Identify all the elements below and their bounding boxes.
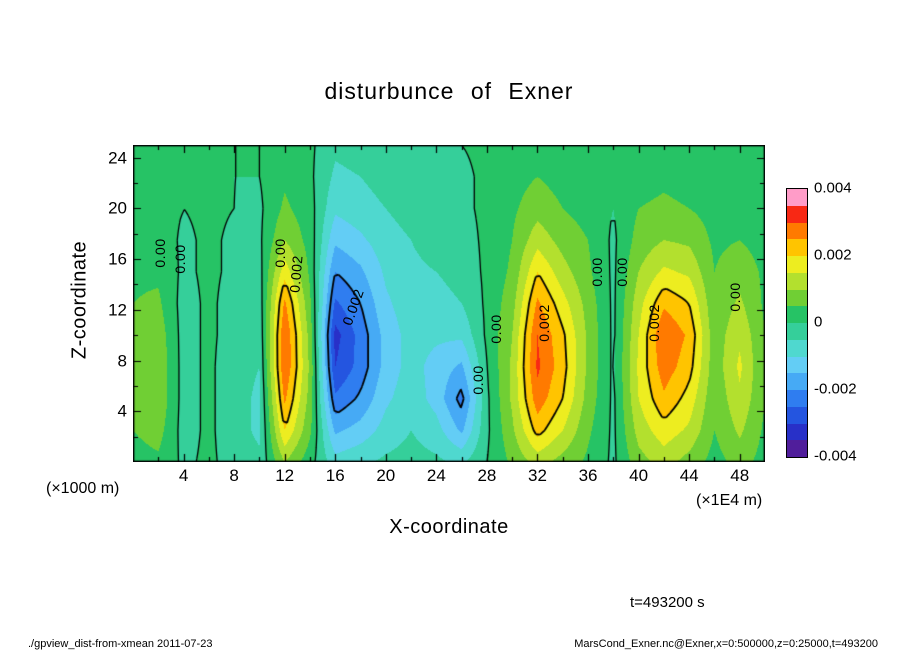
colorbar-cell <box>787 256 807 273</box>
colorbar-cell <box>787 289 807 307</box>
colorbar-cell <box>787 222 807 240</box>
footer-command-line: ./gpview_dist-from-xmean 2011-07-23 <box>28 638 213 650</box>
colorbar-label: -0.004 <box>814 447 857 465</box>
colorbar-cell <box>787 390 807 407</box>
x-tick-label: 12 <box>275 466 295 485</box>
x-tick-label: 24 <box>426 466 446 485</box>
x-tick-label: 40 <box>629 466 649 485</box>
x-tick-label: 16 <box>325 466 345 485</box>
colorbar-cell <box>787 239 807 256</box>
colorbar-cell <box>787 373 807 390</box>
colorbar-label: 0.002 <box>814 246 852 264</box>
x-tick-label: 32 <box>528 466 547 485</box>
plot-title: disturbunce of Exner <box>324 78 574 104</box>
colorbar-labels: 0.004 0.002 0 -0.002 -0.004 <box>814 180 884 465</box>
x-axis-title: X-coordinate <box>389 516 509 538</box>
contour-plot-canvas <box>133 145 765 462</box>
footer-data-source: MarsCond_Exner.nc@Exner,x=0:500000,z=0:2… <box>574 638 878 650</box>
y-tick-label: 8 <box>117 351 127 371</box>
x-tick-label: 4 <box>178 466 189 485</box>
y-tick-label: 16 <box>108 249 127 269</box>
y-axis-unit-label: (×1000 m) <box>46 480 120 497</box>
colorbar-cell <box>787 339 807 357</box>
y-tick-label: 24 <box>108 148 127 168</box>
colorbar-cell <box>787 356 807 374</box>
x-tick-label: 44 <box>679 466 699 485</box>
colorbar-label: 0 <box>814 313 823 331</box>
x-tick-label: 36 <box>578 466 598 485</box>
x-tick-label: 20 <box>376 466 396 485</box>
x-tick-label: 28 <box>477 466 497 485</box>
colorbar-cell <box>787 406 807 424</box>
x-axis-tick-labels: 4 8 12 16 20 24 28 32 36 40 44 48 <box>133 466 765 489</box>
colorbar <box>786 188 808 458</box>
colorbar-cell <box>787 306 807 323</box>
colorbar-cell <box>787 423 807 441</box>
colorbar-cell <box>787 323 807 340</box>
y-tick-label: 4 <box>117 401 127 421</box>
y-tick-label: 12 <box>108 300 127 320</box>
x-tick-label: 48 <box>730 466 750 485</box>
colorbar-label: 0.004 <box>814 179 852 197</box>
y-tick-label: 20 <box>108 198 127 218</box>
colorbar-cell <box>787 272 807 290</box>
colorbar-cell <box>787 205 807 223</box>
colorbar-cell <box>787 440 807 457</box>
y-axis-tick-labels: 4 8 12 16 20 24 <box>83 145 127 462</box>
time-annotation: t=493200 s <box>630 594 705 611</box>
colorbar-cell <box>787 189 807 206</box>
x-tick-label: 8 <box>229 466 239 485</box>
colorbar-label: -0.002 <box>814 380 857 398</box>
x-axis-unit-label: (×1E4 m) <box>696 492 763 509</box>
